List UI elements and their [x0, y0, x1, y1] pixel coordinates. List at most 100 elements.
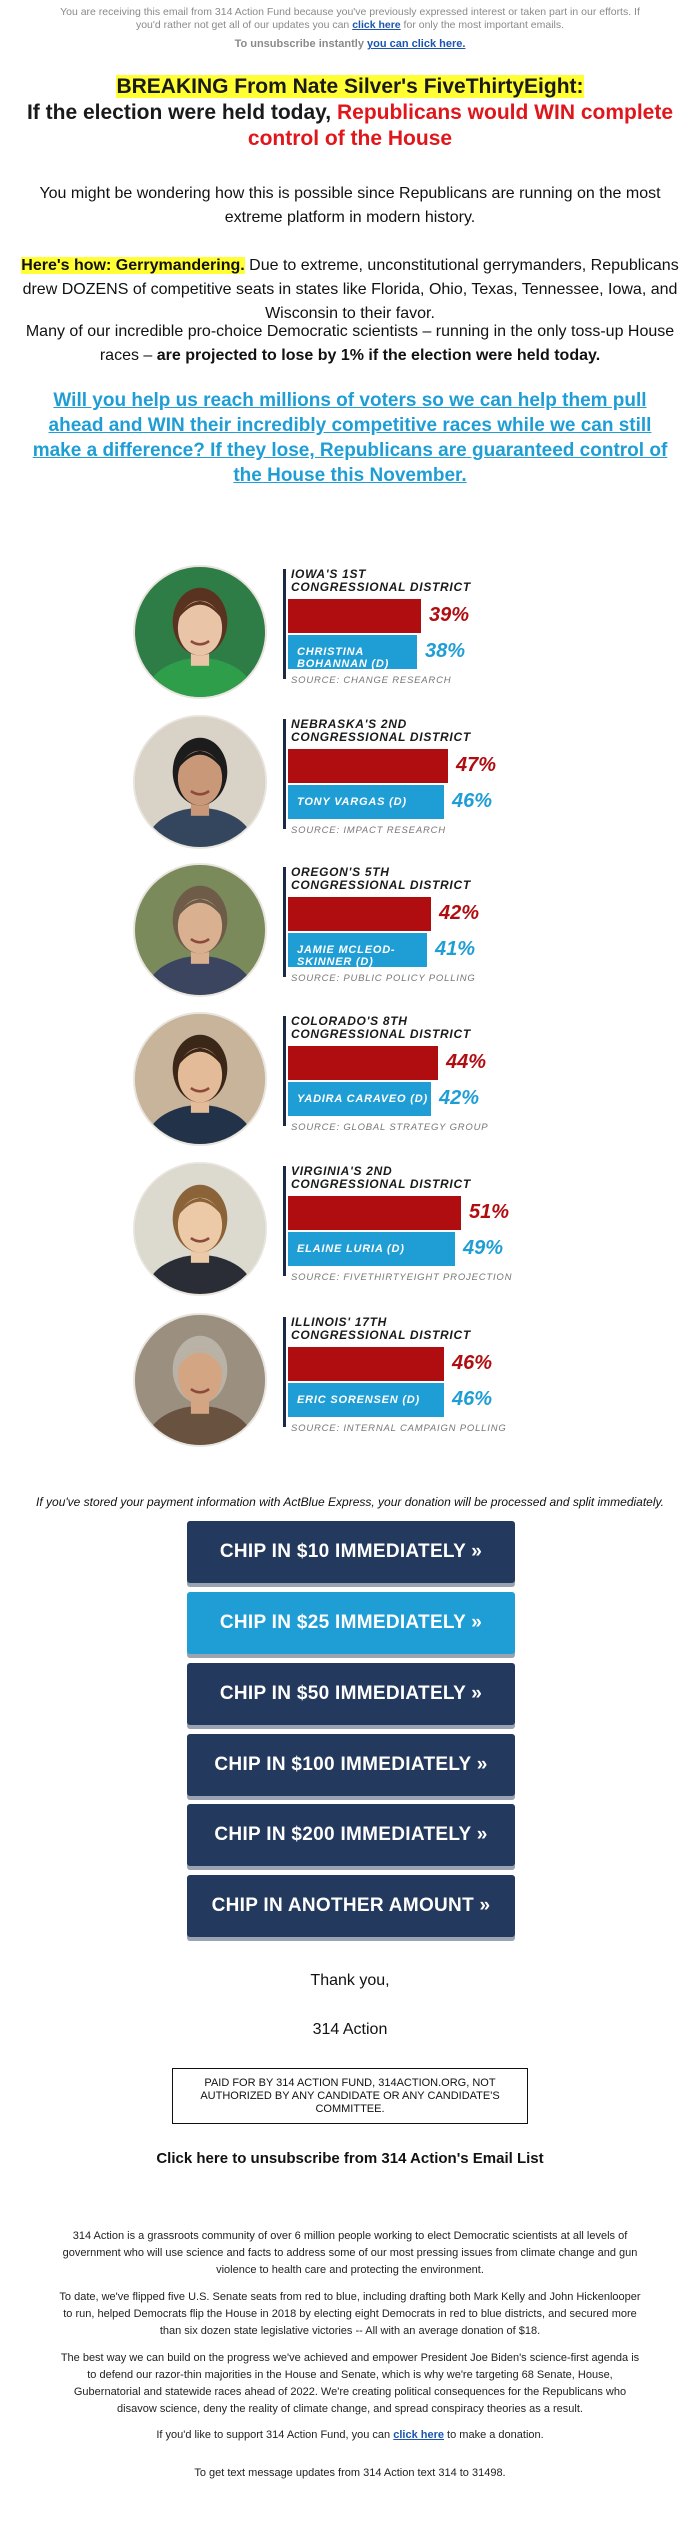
district-name-line1: ILLINOIS' 17TH — [291, 1315, 387, 1329]
republican-percent: 51% — [469, 1201, 510, 1223]
headline-red-text: Republicans would WIN complete control o… — [247, 101, 674, 150]
candidate-photo — [133, 1313, 267, 1447]
candidate-portrait-icon — [135, 1315, 265, 1445]
democrat-candidate-name: CHRISTINA BOHANNAN (D) — [297, 646, 390, 670]
preheader-text-end: for only the most important emails. — [400, 19, 565, 31]
democrat-candidate-name: ELAINE LURIA (D) — [297, 1243, 405, 1255]
democrat-bar: ERIC SORENSEN (D) — [288, 1383, 444, 1417]
chip-in-other-amount-button[interactable]: CHIP IN ANOTHER AMOUNT » — [187, 1875, 515, 1937]
donate-cta-link[interactable]: Will you help us reach millions of voter… — [32, 390, 668, 486]
body-paragraph-3: Many of our incredible pro-choice Democr… — [20, 320, 680, 368]
preheader-click-here-link[interactable]: click here — [352, 19, 401, 31]
footer-donate-link[interactable]: click here — [393, 2429, 444, 2441]
sign-off-name: 314 Action — [312, 2021, 388, 2038]
candidate-portrait-icon — [135, 1164, 265, 1294]
body-paragraph-2-text: Due to extreme, unconstitutional gerryma… — [22, 257, 679, 322]
actblue-express-note: If you've stored your payment informatio… — [36, 1495, 664, 1509]
democrat-bar: YADIRA CARAVEO (D) — [288, 1082, 431, 1116]
republican-bar — [288, 1347, 444, 1381]
district-name-line1: COLORADO'S 8TH — [291, 1014, 408, 1028]
district-name: COLORADO'S 8TH CONGRESSIONAL DISTRICT — [291, 1015, 471, 1041]
poll-source: SOURCE: IMPACT RESEARCH — [291, 825, 446, 836]
district-divider — [283, 719, 286, 829]
republican-percent: 39% — [429, 604, 470, 626]
candidate-photo — [133, 565, 267, 699]
footer-text-updates: To get text message updates from 314 Act… — [194, 2467, 506, 2479]
democrat-percent: 46% — [452, 790, 493, 812]
democrat-percent: 49% — [463, 1237, 504, 1259]
district-name-line2: CONGRESSIONAL DISTRICT — [291, 1177, 471, 1191]
district-name-line2: CONGRESSIONAL DISTRICT — [291, 878, 471, 892]
unsubscribe-top-text: To unsubscribe instantly — [234, 38, 367, 50]
race-block: OREGON'S 5TH CONGRESSIONAL DISTRICT 42% JAM… — [133, 863, 573, 998]
district-divider — [283, 569, 286, 679]
democrat-candidate-name: TONY VARGAS (D) — [297, 796, 407, 808]
republican-percent: 46% — [452, 1352, 493, 1374]
candidate-portrait-icon — [135, 717, 265, 847]
district-divider — [283, 867, 286, 977]
footer-donate: If you'd like to support 314 Action Fund… — [55, 2427, 645, 2444]
district-name: IOWA'S 1ST CONGRESSIONAL DISTRICT — [291, 568, 471, 594]
district-name-line2: CONGRESSIONAL DISTRICT — [291, 1027, 471, 1041]
republican-bar — [288, 897, 431, 931]
preheader: You are receiving this email from 314 Ac… — [50, 6, 650, 32]
poll-source: SOURCE: CHANGE RESEARCH — [291, 675, 452, 686]
democrat-percent: 42% — [439, 1087, 480, 1109]
democrat-percent: 41% — [435, 938, 476, 960]
chip-in-50-button[interactable]: CHIP IN $50 IMMEDIATELY » — [187, 1663, 515, 1725]
chip-in-200-button[interactable]: CHIP IN $200 IMMEDIATELY » — [187, 1804, 515, 1866]
district-name-line1: VIRGINIA'S 2ND — [291, 1164, 393, 1178]
district-name-line1: OREGON'S 5TH — [291, 865, 390, 879]
district-name-line2: CONGRESSIONAL DISTRICT — [291, 580, 471, 594]
candidate-photo — [133, 715, 267, 849]
footer-donate-text: If you'd like to support 314 Action Fund… — [156, 2429, 394, 2441]
candidate-photo — [133, 1162, 267, 1296]
democrat-candidate-name: ERIC SORENSEN (D) — [297, 1394, 420, 1406]
body-paragraph-3-text: Many of our incredible pro-choice Democr… — [25, 323, 675, 364]
unsubscribe-top: To unsubscribe instantly you can click h… — [0, 38, 700, 50]
body-paragraph-2: Here's how: Gerrymandering. Due to extre… — [20, 254, 680, 326]
district-name: ILLINOIS' 17TH CONGRESSIONAL DISTRICT — [291, 1316, 471, 1342]
chip-in-10-button[interactable]: CHIP IN $10 IMMEDIATELY » — [187, 1521, 515, 1583]
unsubscribe-bottom-link[interactable]: Click here to unsubscribe from 314 Actio… — [156, 2150, 544, 2167]
race-block: IOWA'S 1ST CONGRESSIONAL DISTRICT 39% CHRIS… — [133, 565, 573, 700]
chip-in-25-button[interactable]: CHIP IN $25 IMMEDIATELY » — [187, 1592, 515, 1654]
body-paragraph-1: You might be wondering how this is possi… — [39, 185, 661, 226]
candidate-portrait-icon — [135, 567, 265, 697]
district-name-line1: IOWA'S 1ST — [291, 567, 367, 581]
race-block: VIRGINIA'S 2ND CONGRESSIONAL DISTRICT 51% E… — [133, 1162, 573, 1297]
district-divider — [283, 1016, 286, 1126]
poll-source: SOURCE: PUBLIC POLICY POLLING — [291, 973, 476, 984]
district-name: VIRGINIA'S 2ND CONGRESSIONAL DISTRICT — [291, 1165, 471, 1191]
unsubscribe-top-link[interactable]: you can click here. — [367, 38, 466, 50]
democrat-candidate-name: YADIRA CARAVEO (D) — [297, 1093, 428, 1105]
footer-mission: The best way we can build on the progres… — [60, 2352, 640, 2415]
district-divider — [283, 1317, 286, 1427]
district-name: NEBRASKA'S 2ND CONGRESSIONAL DISTRICT — [291, 718, 471, 744]
headline-line2: If the election were held today, — [26, 101, 337, 124]
footer-about: 314 Action is a grassroots community of … — [62, 2230, 638, 2276]
republican-bar — [288, 599, 421, 633]
footer-donate-text-end: to make a donation. — [444, 2429, 544, 2441]
chip-in-100-button[interactable]: CHIP IN $100 IMMEDIATELY » — [187, 1734, 515, 1796]
democrat-bar: CHRISTINA BOHANNAN (D) — [288, 635, 417, 670]
gerrymandering-highlight: Here's how: Gerrymandering. — [21, 257, 245, 274]
race-block: ILLINOIS' 17TH CONGRESSIONAL DISTRICT 46% E… — [133, 1313, 573, 1448]
democrat-candidate-name: JAMIE MCLEOD-SKINNER (D) — [297, 944, 396, 968]
democrat-bar: JAMIE MCLEOD-SKINNER (D) — [288, 933, 427, 968]
republican-percent: 44% — [446, 1051, 487, 1073]
preheader-text: You are receiving this email from 314 Ac… — [60, 6, 640, 31]
race-block: COLORADO'S 8TH CONGRESSIONAL DISTRICT 44% Y… — [133, 1012, 573, 1147]
republican-percent: 42% — [439, 902, 480, 924]
body-paragraph-3-bold: are projected to lose by 1% if the elect… — [156, 347, 601, 364]
district-divider — [283, 1166, 286, 1276]
poll-source: SOURCE: GLOBAL STRATEGY GROUP — [291, 1122, 489, 1133]
democrat-percent: 46% — [452, 1388, 493, 1410]
poll-source: SOURCE: INTERNAL CAMPAIGN POLLING — [291, 1423, 507, 1434]
democrat-bar: ELAINE LURIA (D) — [288, 1232, 455, 1266]
headline: BREAKING From Nate Silver's FiveThirtyEi… — [0, 74, 700, 152]
candidate-portrait-icon — [135, 865, 265, 995]
district-name-line1: NEBRASKA'S 2ND — [291, 717, 408, 731]
poll-source: SOURCE: FIVETHIRTYEIGHT PROJECTION — [291, 1272, 513, 1283]
republican-bar — [288, 749, 448, 783]
